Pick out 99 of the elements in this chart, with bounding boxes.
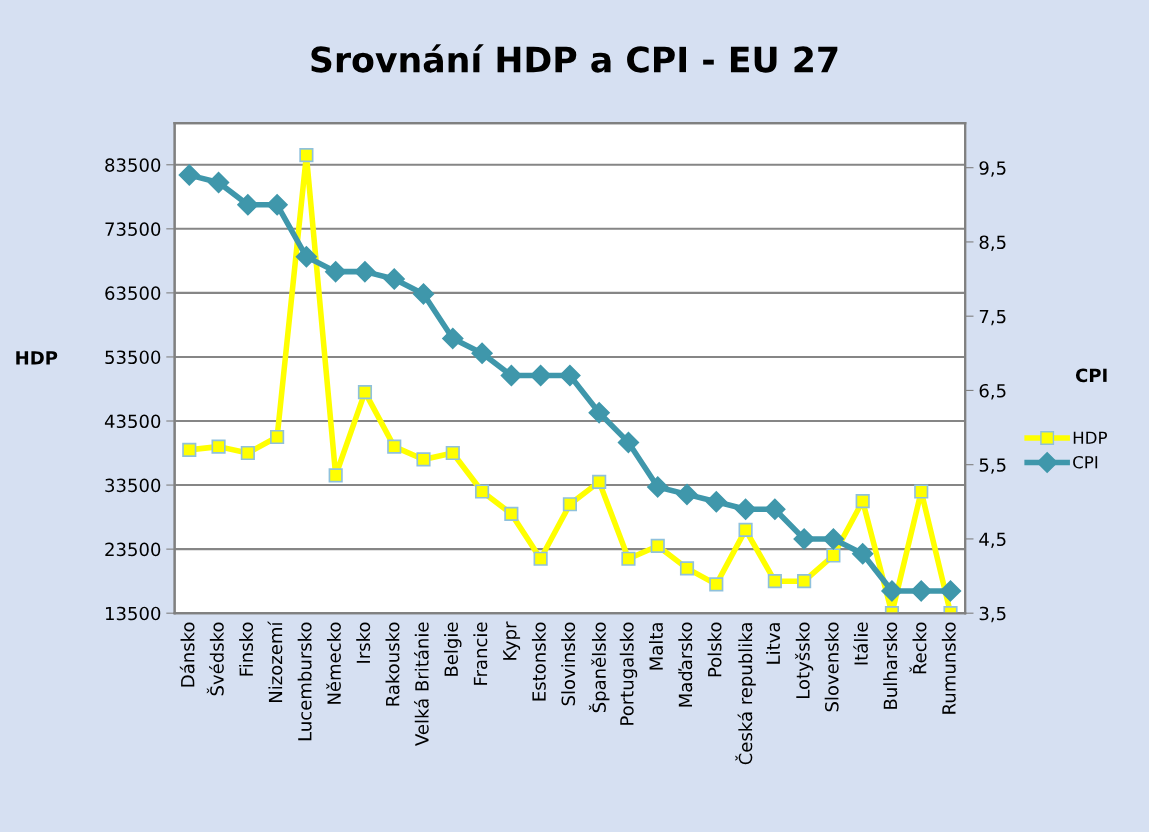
y-tick-label: 83500 xyxy=(105,158,161,172)
point xyxy=(442,327,464,350)
point xyxy=(617,431,640,454)
point xyxy=(676,483,698,506)
y2-tick-label: 7,5 xyxy=(979,309,1006,326)
y-tick-label: 23500 xyxy=(105,542,161,557)
point xyxy=(533,551,548,566)
point xyxy=(650,538,665,554)
point xyxy=(474,484,490,499)
point xyxy=(559,364,581,387)
x-tick-label: Finsko xyxy=(239,622,254,676)
x-tick-label: Francie xyxy=(473,622,488,685)
point xyxy=(647,476,669,498)
x-tick-label: Řecko xyxy=(909,622,927,674)
point xyxy=(588,402,610,424)
point xyxy=(797,574,812,589)
x-tick-label: Německo xyxy=(326,622,341,704)
x-tick-label: Maďarsko xyxy=(678,622,693,707)
point xyxy=(855,493,870,509)
point xyxy=(295,246,318,268)
x-tick-label: Španělsko xyxy=(588,622,610,713)
y2-tick-label: 8,5 xyxy=(979,235,1006,251)
x-tick-label: Velká Británie xyxy=(414,622,429,746)
x-tick-label: Litva xyxy=(766,623,781,664)
point xyxy=(412,283,435,305)
chart-title: Srovnání HDP a CPI - EU 27 xyxy=(311,44,838,73)
y-tick-label: 43500 xyxy=(104,414,161,429)
point xyxy=(354,260,376,283)
y-tick-label: 73500 xyxy=(105,222,161,236)
point xyxy=(207,171,230,194)
point xyxy=(387,439,402,454)
x-tick-label: Portugalsko xyxy=(619,622,638,725)
x-tick-label: Irsko xyxy=(356,622,371,663)
y2-tick-label: 3,5 xyxy=(979,606,1006,623)
x-tick-label: Rakousko xyxy=(385,622,400,706)
x-tick-label: Lucembursko xyxy=(297,622,312,741)
point xyxy=(767,574,782,589)
y-tick-label: 33500 xyxy=(105,478,161,493)
point xyxy=(709,577,724,592)
x-tick-label: Rumunsko xyxy=(941,622,956,714)
point xyxy=(822,528,845,550)
point xyxy=(178,164,200,186)
x-tick-label: Lotyšsko xyxy=(795,622,814,698)
x-tick-label: Česká republika xyxy=(735,623,756,765)
point xyxy=(325,260,347,283)
point xyxy=(240,445,255,461)
point xyxy=(471,342,493,364)
point xyxy=(764,498,786,520)
point xyxy=(416,452,431,467)
point xyxy=(270,429,285,445)
x-tick-label: Bulharsko xyxy=(883,622,898,709)
y-tick-label: 53500 xyxy=(105,350,161,365)
x-tick-label: Itálie xyxy=(853,622,868,665)
point xyxy=(357,385,373,400)
legend-label: CPI xyxy=(1073,455,1098,469)
x-tick-label: Dánsko xyxy=(179,622,195,687)
point xyxy=(592,474,607,489)
x-tick-label: Malta xyxy=(649,623,663,670)
y2-axis-title: CPI xyxy=(1075,368,1107,383)
point xyxy=(529,364,552,387)
point xyxy=(914,484,929,499)
point xyxy=(621,551,636,566)
x-tick-label: Kypr xyxy=(503,621,521,660)
point xyxy=(328,468,343,483)
x-tick-label: Polsko xyxy=(707,622,722,677)
x-tick-label: Belgie xyxy=(444,622,462,676)
point xyxy=(383,268,405,290)
y-axis-title: HDP xyxy=(16,351,58,365)
x-tick-label: Švédsko xyxy=(206,622,224,696)
point xyxy=(826,548,841,563)
x-tick-label: Slovinsko xyxy=(561,622,576,706)
point xyxy=(445,445,460,461)
point xyxy=(881,580,903,602)
point xyxy=(939,580,962,602)
point xyxy=(266,194,288,216)
point xyxy=(299,148,314,163)
point xyxy=(504,506,519,521)
point xyxy=(910,580,932,602)
point xyxy=(793,528,815,550)
y2-tick-label: 9,5 xyxy=(979,161,1006,177)
point xyxy=(182,442,197,457)
point xyxy=(734,498,757,520)
legend-label: HDP xyxy=(1073,431,1108,444)
y-tick-label: 63500 xyxy=(105,286,161,301)
point xyxy=(738,522,753,537)
point xyxy=(679,561,695,576)
point xyxy=(562,497,577,512)
y2-tick-label: 4,5 xyxy=(979,532,1006,548)
point xyxy=(705,491,727,513)
y-tick-label: 13500 xyxy=(106,606,161,621)
x-tick-label: Slovensko xyxy=(824,622,839,712)
point xyxy=(852,543,874,565)
x-tick-label: Nizozemí xyxy=(267,621,283,702)
point xyxy=(237,194,259,216)
point xyxy=(211,439,226,454)
point xyxy=(500,364,523,387)
y2-tick-label: 6,5 xyxy=(979,383,1006,400)
y2-tick-label: 5,5 xyxy=(979,458,1006,474)
x-tick-label: Estonsko xyxy=(531,622,546,701)
